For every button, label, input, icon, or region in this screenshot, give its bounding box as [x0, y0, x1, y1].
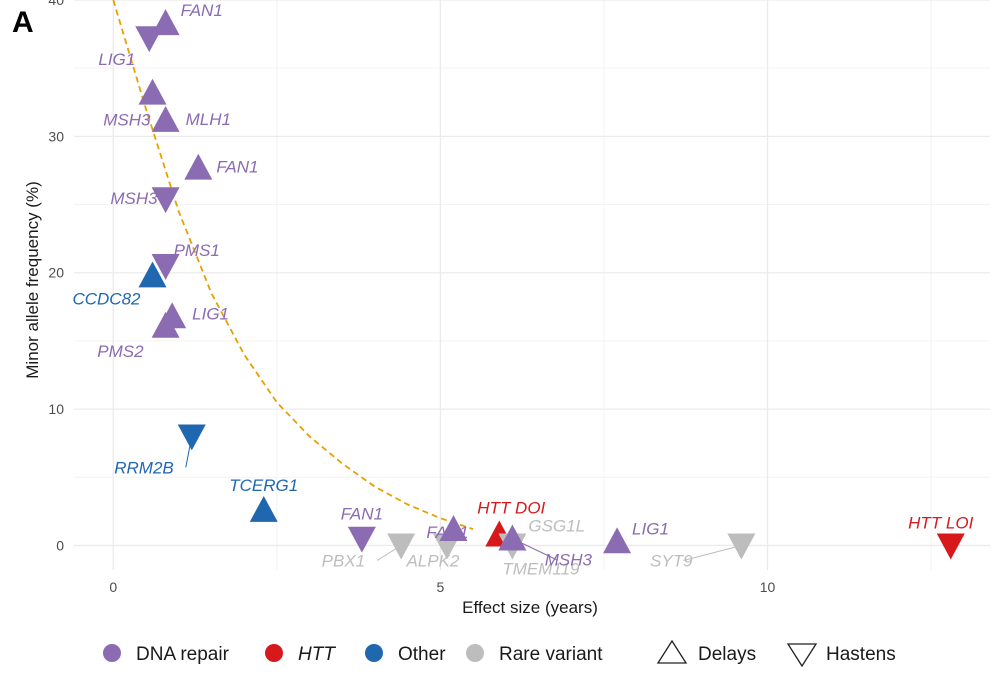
y-tick-label: 20 — [48, 265, 64, 281]
x-tick-label: 10 — [760, 579, 776, 595]
panel-label: A — [12, 6, 34, 39]
point-delays-triangle — [249, 496, 278, 522]
point-delays-triangle — [138, 261, 167, 288]
y-tick-label: 30 — [48, 128, 64, 144]
point-label: MLH1 — [186, 110, 231, 129]
point-label: TMEM119 — [502, 559, 580, 578]
point-delays-triangle — [498, 524, 527, 551]
data-points — [135, 9, 965, 560]
legend-label-rare-variant: Rare variant — [499, 644, 603, 665]
point-delays-triangle — [439, 515, 468, 541]
y-axis-title: Minor allele frequency (%) — [23, 181, 42, 378]
legend-label-other: Other — [398, 644, 446, 665]
point-label: LIG1 — [192, 304, 229, 323]
point-hastens-triangle — [347, 526, 376, 553]
point-delays-triangle — [184, 153, 213, 180]
legend-label-htt: HTT — [298, 644, 336, 665]
point-label: SYT9 — [650, 551, 693, 570]
legend-swatch-htt — [265, 644, 283, 662]
x-axis-ticks: 0 5 10 — [109, 579, 775, 595]
legend: DNA repair HTT Other Rare variant Delays… — [103, 639, 896, 668]
point-label: PMS1 — [174, 241, 220, 260]
point-delays-triangle — [151, 311, 180, 338]
legend-label-hastens: Hastens — [826, 644, 896, 665]
point-label: RRM2B — [114, 458, 174, 477]
legend-label-dna-repair: DNA repair — [136, 644, 230, 665]
point-label: PBX1 — [322, 551, 365, 570]
legend-label-delays: Delays — [698, 644, 756, 665]
point-label: PMS2 — [97, 342, 144, 361]
point-label: HTT DOI — [477, 499, 545, 518]
point-hastens-triangle — [177, 424, 206, 451]
point-label: FAN1 — [341, 505, 383, 524]
point-hastens-triangle — [936, 533, 965, 560]
point-delays-triangle — [151, 106, 180, 132]
point-hastens-triangle — [151, 187, 180, 214]
point-label: HTT LOI — [908, 513, 973, 532]
point-labels: FAN1 LIG1 MSH3 MLH1 FAN1 MSH3 PMS1 CCDC82 LIG1 PM… — [72, 1, 973, 578]
point-label: CCDC82 — [72, 289, 141, 308]
point-hastens-triangle — [727, 533, 756, 560]
point-label: GSG1L — [528, 517, 585, 536]
legend-delays-triangle-icon — [656, 639, 688, 664]
point-label: FAN1 — [216, 158, 258, 177]
point-label: LIG1 — [98, 50, 135, 69]
point-delays-triangle — [138, 78, 167, 105]
point-delays-triangle — [603, 527, 632, 554]
point-label: ALPK2 — [405, 551, 459, 570]
point-label: FAN1 — [426, 523, 468, 542]
label-connector — [683, 544, 742, 561]
legend-swatch-other — [365, 644, 383, 662]
point-hastens-triangle — [387, 533, 416, 560]
legend-hastens-triangle-icon — [786, 643, 818, 668]
point-label: MSH3 — [110, 189, 158, 208]
point-label: MSH3 — [103, 111, 151, 130]
point-label: LIG1 — [632, 519, 669, 538]
x-tick-label: 0 — [109, 579, 117, 595]
point-label: TCERG1 — [229, 476, 298, 495]
point-label: MSH3 — [545, 551, 593, 570]
y-tick-label: 40 — [48, 0, 64, 8]
legend-swatch-rare-variant — [466, 644, 484, 662]
legend-swatch-dna-repair — [103, 644, 121, 662]
x-axis-title: Effect size (years) — [462, 598, 598, 617]
point-hastens-triangle — [151, 254, 180, 280]
x-tick-label: 5 — [437, 579, 445, 595]
y-tick-label: 0 — [56, 537, 64, 553]
y-axis-ticks: 0 10 20 30 40 — [48, 0, 64, 553]
y-tick-label: 10 — [48, 401, 64, 417]
point-label: FAN1 — [181, 1, 223, 20]
point-hastens-triangle — [135, 26, 164, 53]
grid — [74, 0, 990, 570]
